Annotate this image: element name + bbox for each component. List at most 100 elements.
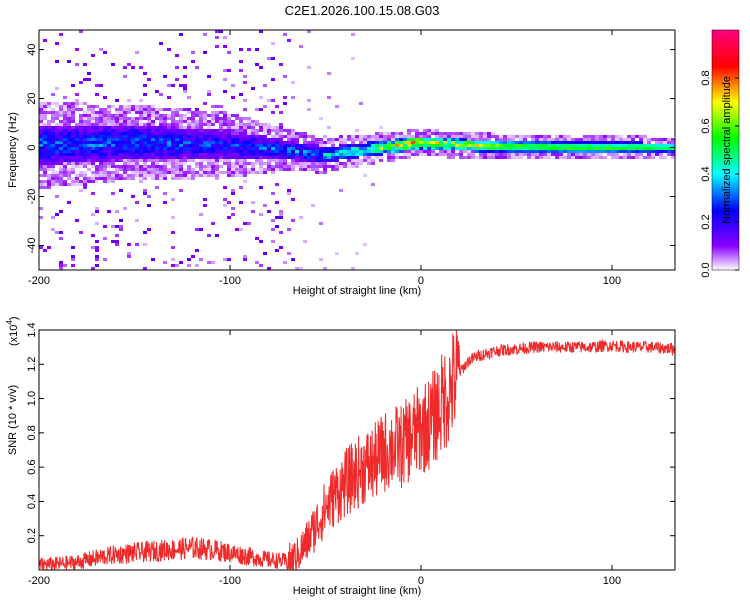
heatmap-cell	[195, 228, 199, 231]
heatmap-cell	[491, 141, 495, 144]
heatmap-cell	[207, 159, 211, 162]
heatmap-cell	[99, 138, 103, 141]
heatmap-cell	[75, 153, 79, 156]
heatmap-cell	[139, 180, 143, 183]
heatmap-cell	[515, 141, 519, 144]
heatmap-cell	[283, 96, 287, 99]
heatmap-cell	[143, 267, 147, 270]
heatmap-cell	[299, 153, 303, 156]
heatmap-cell	[611, 144, 615, 147]
heatmap-cell	[631, 153, 635, 156]
heatmap-cell	[243, 162, 247, 165]
heatmap-cell	[231, 96, 235, 99]
heatmap-cell	[163, 168, 167, 171]
heatmap-cell	[103, 171, 107, 174]
heatmap-cell	[303, 162, 307, 165]
heatmap-cell	[67, 174, 71, 177]
heatmap-cell	[227, 159, 231, 162]
heatmap-cell	[599, 150, 603, 153]
heatmap-cell	[119, 105, 123, 108]
heatmap-cell	[583, 147, 587, 150]
heatmap-cell	[71, 264, 75, 267]
heatmap-cell	[163, 174, 167, 177]
heatmap-cell	[215, 153, 219, 156]
heatmap-cell	[407, 147, 411, 150]
heatmap-cell	[215, 147, 219, 150]
heatmap-cell	[419, 141, 423, 144]
heatmap-cell	[51, 177, 55, 180]
heatmap-cell	[59, 231, 63, 234]
heatmap-cell	[123, 75, 127, 78]
heatmap-cell	[151, 258, 155, 261]
heatmap-cell	[615, 144, 619, 147]
heatmap-cell	[215, 156, 219, 159]
heatmap-cell	[207, 156, 211, 159]
heatmap-cell	[283, 153, 287, 156]
heatmap-cell	[215, 171, 219, 174]
heatmap-cell	[55, 123, 59, 126]
heatmap-cell	[407, 141, 411, 144]
heatmap-cell	[199, 213, 203, 216]
heatmap-cell	[199, 153, 203, 156]
heatmap-cell	[535, 150, 539, 153]
heatmap-cell	[447, 150, 451, 153]
heatmap-cell	[191, 177, 195, 180]
heatmap-cell	[75, 138, 79, 141]
heatmap-cell	[275, 168, 279, 171]
heatmap-cell	[407, 132, 411, 135]
heatmap-cell	[495, 138, 499, 141]
heatmap-cell	[343, 162, 347, 165]
heatmap-cell	[79, 132, 83, 135]
heatmap-cell	[327, 126, 331, 129]
heatmap-cell	[75, 126, 79, 129]
heatmap-cell	[579, 147, 583, 150]
heatmap-cell	[235, 147, 239, 150]
heatmap-cell	[223, 36, 227, 39]
heatmap-cell	[43, 159, 47, 162]
heatmap-cell	[163, 177, 167, 180]
heatmap-cell	[299, 45, 303, 48]
heatmap-cell	[563, 156, 567, 159]
heatmap-cell	[159, 150, 163, 153]
heatmap-cell	[523, 153, 527, 156]
heatmap-cell	[299, 132, 303, 135]
heatmap-cell	[171, 168, 175, 171]
heatmap-cell	[87, 126, 91, 129]
heatmap-cell	[663, 138, 667, 141]
heatmap-cell	[287, 189, 291, 192]
heatmap-cell	[167, 153, 171, 156]
heatmap-cell	[99, 120, 103, 123]
heatmap-cell	[39, 174, 43, 177]
heatmap-cell	[79, 189, 83, 192]
heatmap-cell	[439, 135, 443, 138]
heatmap-cell	[87, 78, 91, 81]
heatmap-cell	[63, 156, 67, 159]
heatmap-cell	[379, 159, 383, 162]
heatmap-cell	[215, 114, 219, 117]
heatmap-cell	[183, 147, 187, 150]
heatmap-cell	[75, 183, 79, 186]
heatmap-cell	[239, 174, 243, 177]
heatmap-cell	[75, 177, 79, 180]
heatmap-cell	[315, 147, 319, 150]
heatmap-cell	[355, 144, 359, 147]
heatmap-cell	[127, 108, 131, 111]
heatmap-cell	[275, 225, 279, 228]
heatmap-cell	[451, 150, 455, 153]
heatmap-cell	[523, 147, 527, 150]
heatmap-cell	[655, 150, 659, 153]
heatmap-cell	[395, 135, 399, 138]
heatmap-cell	[183, 138, 187, 141]
heatmap-cell	[107, 132, 111, 135]
heatmap-cell	[355, 147, 359, 150]
heatmap-cell	[63, 147, 67, 150]
heatmap-cell	[435, 132, 439, 135]
heatmap-cell	[323, 267, 327, 270]
heatmap-cell	[443, 132, 447, 135]
heatmap-cell	[127, 252, 131, 255]
heatmap-cell	[315, 165, 319, 168]
heatmap-cell	[51, 150, 55, 153]
heatmap-cell	[175, 171, 179, 174]
heatmap-cell	[439, 141, 443, 144]
heatmap-cell	[659, 153, 663, 156]
